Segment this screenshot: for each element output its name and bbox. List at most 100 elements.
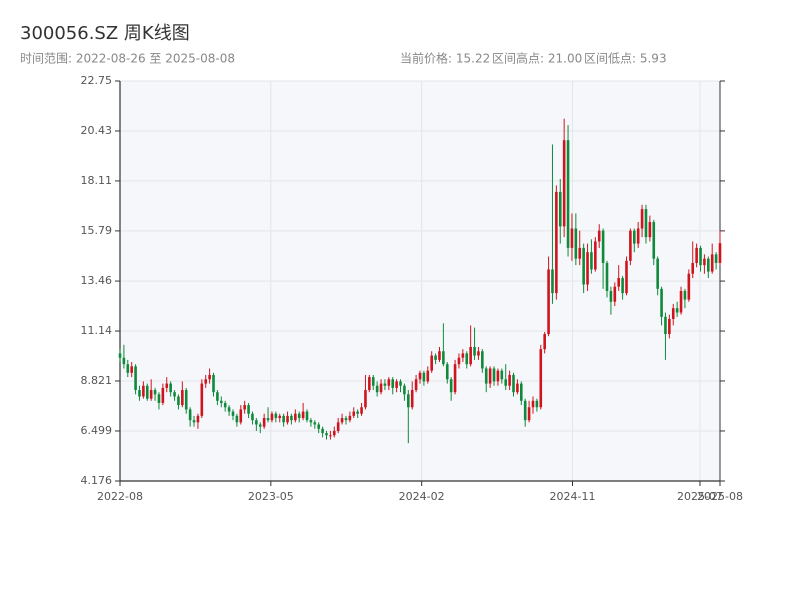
candle-body <box>142 385 145 397</box>
candle-body <box>457 357 461 365</box>
candle-body <box>523 400 527 421</box>
x-tick-label: 2024-02 <box>399 490 445 503</box>
candle-body <box>231 411 235 416</box>
candle-body <box>640 209 644 229</box>
candle-body <box>278 415 282 419</box>
candle-body <box>453 364 457 393</box>
candle-body <box>138 390 141 397</box>
y-tick-label: 11.14 <box>81 324 113 337</box>
candle-body <box>449 379 453 393</box>
candle-body <box>508 374 511 386</box>
candle-body <box>360 407 363 414</box>
candle-body <box>582 247 585 285</box>
candle-body <box>675 308 679 313</box>
candle-body <box>118 353 122 358</box>
candle-body <box>531 400 535 408</box>
candle-body <box>368 377 371 391</box>
candle-body <box>438 351 441 360</box>
candle-body <box>258 424 262 427</box>
candle-body <box>379 383 383 393</box>
candle-body <box>586 252 589 285</box>
candle-body <box>714 254 718 263</box>
candle-body <box>270 413 274 421</box>
candle-body <box>636 228 640 244</box>
candle-body <box>500 370 504 380</box>
candle-body <box>632 230 636 244</box>
stat: 区间低点: 5.93 <box>584 52 667 66</box>
candle-body <box>239 409 243 423</box>
candle-body <box>512 374 515 393</box>
candle-body <box>555 191 558 294</box>
candle-body <box>683 290 687 300</box>
candle-body <box>329 435 332 437</box>
candle-body <box>290 415 293 421</box>
candle-body <box>196 415 200 423</box>
candle-body <box>403 385 406 395</box>
candle-body <box>484 368 488 384</box>
candle-body <box>407 394 410 408</box>
candle-body <box>286 415 289 423</box>
candle-body <box>356 411 359 414</box>
candle-body <box>184 390 188 410</box>
candle-body <box>309 420 313 423</box>
candle-body <box>465 353 469 365</box>
y-tick-label: 8.821 <box>81 374 113 387</box>
candle-body <box>173 392 176 397</box>
x-tick-label: 2023-05 <box>248 490 294 503</box>
candle-body <box>625 260 628 294</box>
x-tick-label: 2022-08 <box>97 490 143 503</box>
candle-body <box>262 418 266 427</box>
candle-body <box>461 353 465 358</box>
candle-body <box>274 413 278 419</box>
candle-body <box>395 381 398 388</box>
candle-body <box>208 374 211 380</box>
candle-body <box>192 420 196 423</box>
candle-body <box>200 383 204 416</box>
candle-body <box>282 415 285 423</box>
candle-body <box>535 400 539 408</box>
candle-body <box>469 346 472 365</box>
candle-body <box>691 262 695 274</box>
candle-body <box>399 381 402 386</box>
candle-body <box>383 383 387 386</box>
candle-body <box>562 140 566 227</box>
candle-body <box>223 402 227 408</box>
candle-body <box>251 413 254 421</box>
candle-body <box>718 243 722 263</box>
y-tick-label: 15.79 <box>81 224 113 237</box>
candle-body <box>134 366 137 391</box>
candle-body <box>165 383 169 388</box>
candle-body <box>496 370 500 382</box>
candle-body <box>679 290 683 313</box>
candle-body <box>543 334 546 350</box>
candle-body <box>153 390 157 395</box>
candle-body <box>387 379 391 386</box>
candle-body <box>340 418 344 423</box>
candle-body <box>621 278 624 294</box>
candle-body <box>434 355 437 360</box>
stat: 区间高点: 21.00 <box>492 51 582 66</box>
candle-body <box>519 383 523 401</box>
candle-body <box>294 413 297 421</box>
candle-body <box>566 140 570 248</box>
candle-body <box>149 390 153 399</box>
candle-body <box>652 222 656 259</box>
candle-body <box>648 222 652 238</box>
candle-body <box>597 230 601 242</box>
candle-body <box>699 247 702 266</box>
candle-body <box>414 379 418 391</box>
candle-body <box>594 241 597 270</box>
y-tick-label: 6.499 <box>81 424 113 437</box>
candle-body <box>204 379 208 384</box>
candle-body <box>578 247 582 259</box>
subtitle: 时间范围: 2022-08-26 至 2025-08-08 <box>20 52 235 66</box>
candle-body <box>266 418 270 421</box>
candle-body <box>219 400 223 403</box>
x-tick-label: 2025-08 <box>697 490 743 503</box>
candle-body <box>644 209 648 238</box>
candle-body <box>212 374 215 393</box>
candle-body <box>613 286 617 302</box>
candle-body <box>317 424 321 429</box>
candle-body <box>227 407 231 412</box>
